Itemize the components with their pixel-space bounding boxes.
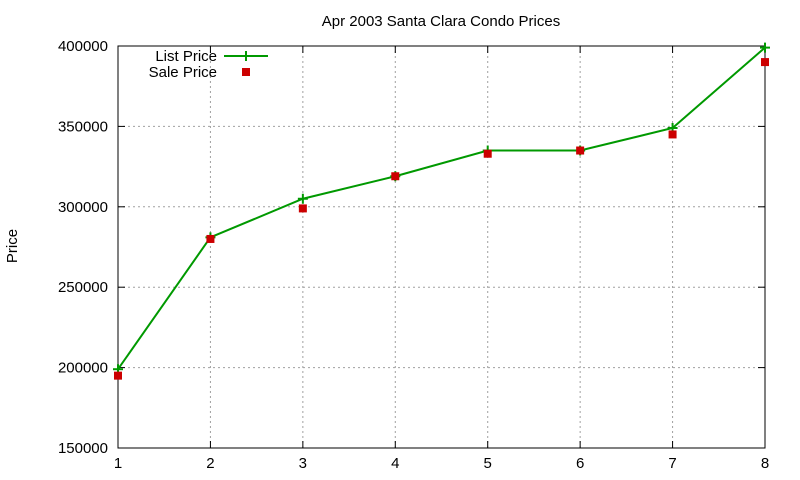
sale-price-point-5 [483, 149, 492, 158]
grid-lines [118, 46, 765, 448]
plot-frame [117, 45, 766, 449]
x-tick-label-5: 5 [484, 455, 492, 472]
y-tick-label-200000: 200000 [58, 360, 108, 377]
y-tick-label-250000: 250000 [58, 279, 108, 296]
x-tick-label-8: 8 [761, 455, 769, 472]
sale-price-point-2 [206, 234, 215, 243]
sale-price-point-1 [114, 371, 122, 380]
tick-labels: 150000 200000 250000 300000 350000 400000 1 2 3 4… [58, 38, 769, 472]
y-tick-label-150000: 150000 [58, 440, 108, 457]
chart-title: Apr 2003 Santa Clara Condo Prices [322, 13, 560, 30]
sale-price-point-7 [668, 130, 677, 139]
x-tick-label-7: 7 [668, 455, 676, 472]
x-tick-label-6: 6 [576, 455, 584, 472]
sale-price-point-8 [761, 58, 769, 67]
list-price-line [117, 46, 766, 370]
legend-label-sale-price: Sale Price [149, 64, 217, 81]
sale-price-point-3 [298, 204, 307, 213]
axis-ticks [117, 45, 766, 449]
legend-list-price-marker [241, 51, 251, 61]
x-tick-label-1: 1 [114, 455, 122, 472]
sale-price-point-6 [576, 146, 585, 155]
y-tick-label-350000: 350000 [58, 118, 108, 135]
x-tick-label-4: 4 [391, 455, 399, 472]
sale-price-point-4 [391, 172, 400, 181]
y-axis-label: Price [4, 229, 21, 263]
x-tick-label-3: 3 [299, 455, 307, 472]
x-tick-label-2: 2 [206, 455, 214, 472]
legend-sale-price-marker [242, 68, 250, 76]
legend-label-list-price: List Price [155, 48, 217, 65]
y-tick-label-300000: 300000 [58, 199, 108, 216]
y-tick-label-400000: 400000 [58, 38, 108, 55]
list-price-point-8 [760, 42, 770, 53]
list-price-point-3 [297, 193, 308, 204]
data-series [113, 42, 770, 380]
